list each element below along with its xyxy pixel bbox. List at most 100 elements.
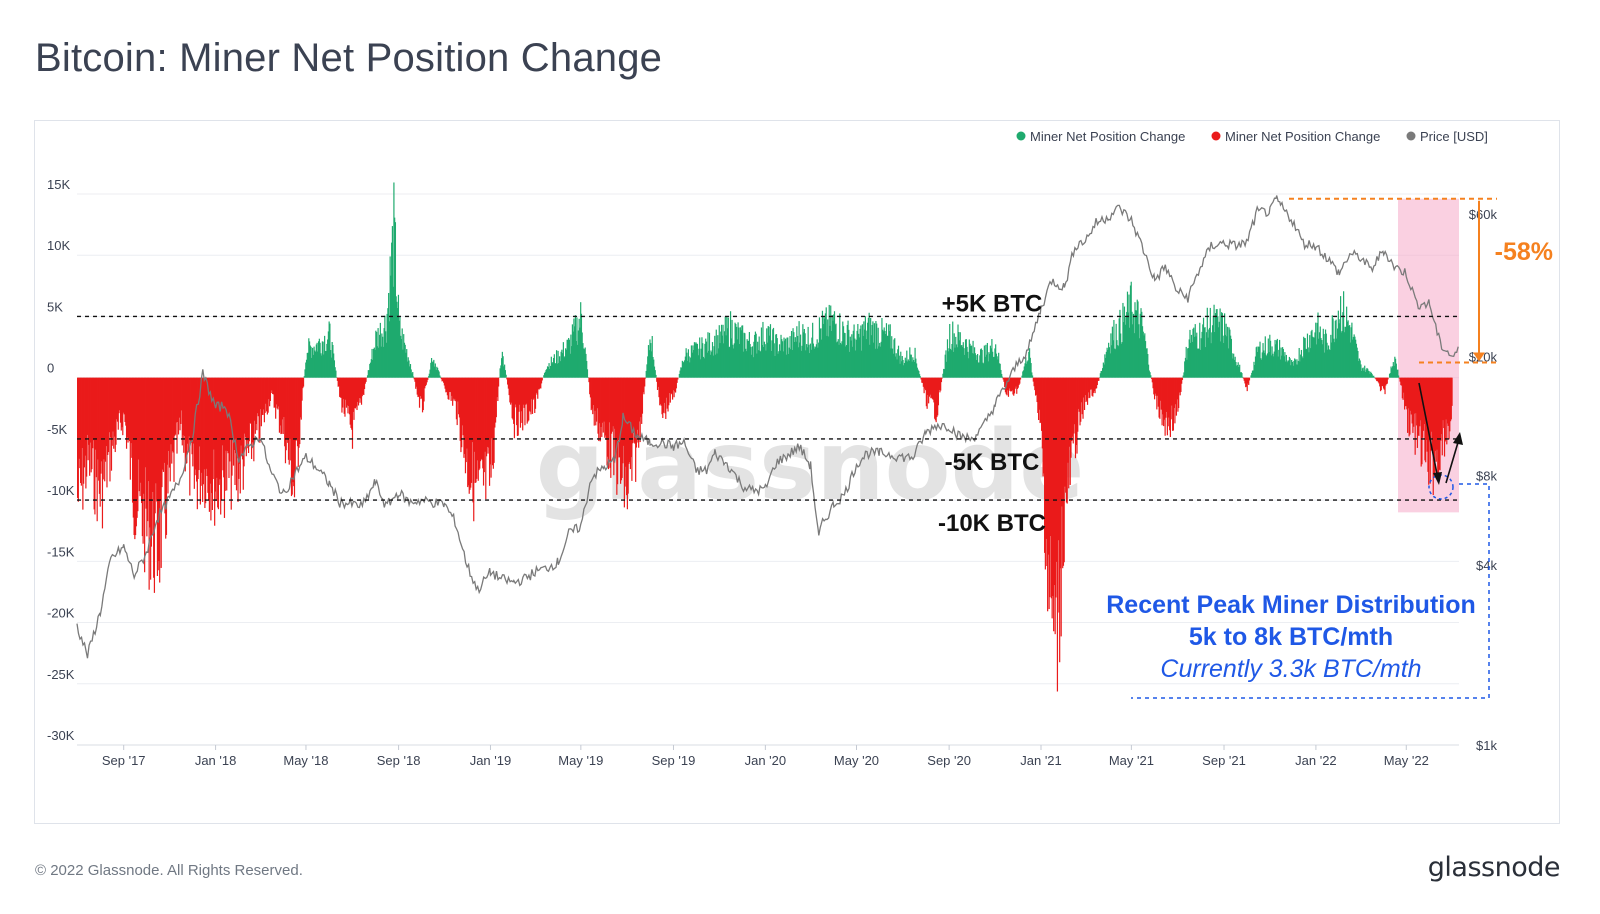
bar-positive xyxy=(427,376,430,378)
bar-negative xyxy=(1035,377,1037,395)
bar-negative xyxy=(1010,377,1012,392)
bar-positive xyxy=(1125,317,1127,378)
bar-negative xyxy=(356,377,358,411)
bar-positive xyxy=(1333,342,1336,378)
bar-positive xyxy=(732,344,734,378)
bar-negative xyxy=(157,377,159,571)
bar-negative xyxy=(419,377,421,397)
bar-negative xyxy=(165,377,167,539)
bar-positive xyxy=(435,369,437,378)
bar-positive xyxy=(400,335,402,378)
bar-negative xyxy=(1167,377,1169,427)
bar-negative xyxy=(661,377,663,415)
bar-negative xyxy=(507,377,509,385)
bar-negative xyxy=(1012,377,1014,395)
bar-negative xyxy=(492,377,494,469)
bar-negative xyxy=(116,377,119,422)
bar-positive xyxy=(1000,369,1002,378)
bar-positive xyxy=(1227,326,1229,378)
bar-negative xyxy=(217,377,220,510)
bar-positive xyxy=(556,363,558,378)
bar-positive xyxy=(853,324,855,378)
bar-positive xyxy=(717,335,719,378)
bar-negative xyxy=(1081,377,1083,415)
bar-positive xyxy=(1317,312,1319,378)
bar-positive xyxy=(428,373,430,378)
bar-positive xyxy=(761,344,763,378)
bar-negative xyxy=(1008,377,1010,389)
bar-negative xyxy=(212,377,214,480)
bar-positive xyxy=(308,341,311,378)
bar-positive xyxy=(1340,296,1342,378)
bar-negative xyxy=(200,377,202,486)
bar-positive xyxy=(436,367,439,378)
bar-negative xyxy=(676,377,678,383)
bar-positive xyxy=(690,357,692,378)
bar-negative xyxy=(1093,377,1095,391)
bar-negative xyxy=(192,377,195,444)
bar-negative xyxy=(101,377,104,529)
bar-negative xyxy=(89,377,91,476)
bar-negative xyxy=(96,377,98,522)
bar-negative xyxy=(640,377,642,418)
x-tick-label: Sep '20 xyxy=(927,753,971,768)
bar-negative xyxy=(469,377,471,490)
bar-positive xyxy=(1147,354,1149,378)
bar-negative xyxy=(198,377,200,471)
bar-negative xyxy=(279,377,281,426)
bar-positive xyxy=(499,368,501,378)
bar-negative xyxy=(1415,377,1417,414)
bar-positive xyxy=(686,352,688,378)
bar-positive xyxy=(772,327,775,378)
bar-negative xyxy=(1156,377,1159,396)
bar-negative xyxy=(268,377,270,400)
bar-positive xyxy=(859,328,861,378)
bar-negative xyxy=(337,377,339,387)
bar-positive xyxy=(888,331,891,378)
bar-positive xyxy=(867,317,869,378)
bar-positive xyxy=(729,346,731,378)
bar-negative xyxy=(462,377,464,436)
bar-negative xyxy=(98,377,100,481)
bar-negative xyxy=(664,377,666,414)
bar-positive xyxy=(1394,356,1396,378)
bar-negative xyxy=(351,377,354,449)
bar-negative xyxy=(363,377,366,390)
bar-negative xyxy=(1438,377,1440,470)
bar-negative xyxy=(644,377,646,387)
bar-positive xyxy=(959,332,961,378)
bar-negative xyxy=(1053,377,1056,586)
bar-negative xyxy=(473,377,475,522)
bar-positive xyxy=(388,292,390,378)
bar-negative xyxy=(449,377,451,392)
bar-positive xyxy=(574,326,576,378)
bar-negative xyxy=(1055,377,1057,598)
bar-positive xyxy=(1255,347,1257,378)
bar-positive xyxy=(731,319,733,378)
bar-positive xyxy=(1361,370,1363,378)
bar-positive xyxy=(579,327,581,378)
bar-positive xyxy=(970,345,972,378)
bar-positive xyxy=(1186,359,1188,378)
bar-negative xyxy=(940,377,942,391)
bar-negative xyxy=(1445,377,1447,420)
bar-positive xyxy=(330,357,333,378)
bar-positive xyxy=(1024,363,1026,378)
bar-negative xyxy=(493,377,495,463)
bar-positive xyxy=(386,313,388,378)
bar-negative xyxy=(302,377,304,389)
reference-label: +5K BTC xyxy=(942,290,1043,317)
bar-negative xyxy=(1162,377,1164,415)
bar-positive xyxy=(949,348,952,378)
bar-positive xyxy=(385,342,387,378)
bar-negative xyxy=(266,377,268,412)
bar-positive xyxy=(1321,340,1323,378)
bar-negative xyxy=(452,377,455,399)
bar-positive xyxy=(309,345,311,378)
bar-negative xyxy=(626,377,628,510)
bar-negative xyxy=(488,377,490,448)
bar-positive xyxy=(1225,323,1227,378)
bar-positive xyxy=(373,347,375,378)
bar-positive xyxy=(839,313,841,378)
bar-positive xyxy=(995,353,998,378)
